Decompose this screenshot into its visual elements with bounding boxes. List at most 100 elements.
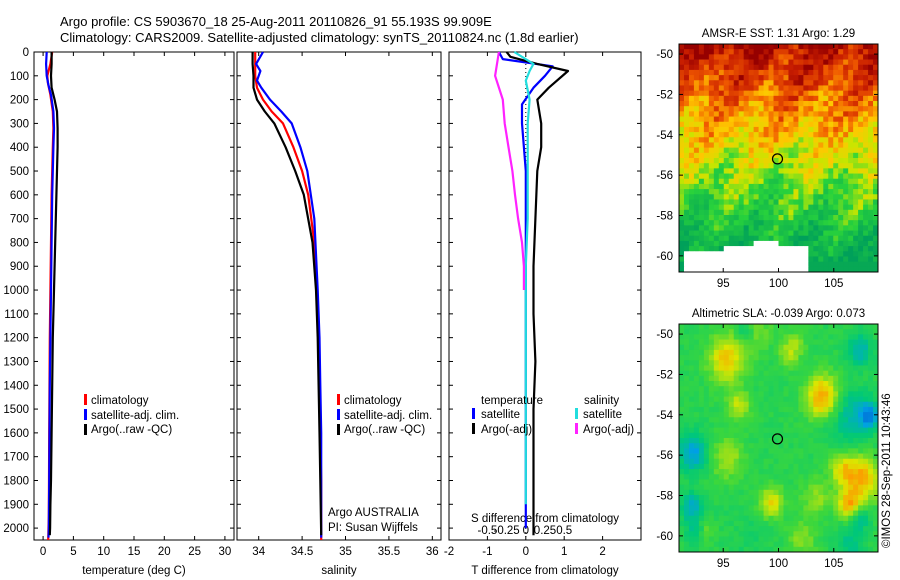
map-cell <box>868 230 874 237</box>
map-cell <box>858 246 864 252</box>
map-cell <box>868 370 874 377</box>
map-cell <box>688 458 695 465</box>
map-cell <box>718 479 725 486</box>
map-cell <box>793 225 799 231</box>
map-cell <box>763 49 769 55</box>
map-cell <box>733 427 740 434</box>
map-cell <box>703 365 710 372</box>
map-cell <box>703 526 710 532</box>
map-cell <box>853 152 859 159</box>
map-cell <box>818 163 824 169</box>
map-cell <box>803 349 809 356</box>
map-cell <box>828 132 834 138</box>
map-cell <box>788 199 794 206</box>
map-cell <box>713 121 720 128</box>
map-cell <box>683 505 690 511</box>
map-cell <box>713 495 720 501</box>
map-cell <box>758 158 764 164</box>
map-cell <box>728 448 735 454</box>
map-cell <box>703 168 710 174</box>
map-cell <box>833 44 839 50</box>
map-cell <box>688 246 695 252</box>
map-cell <box>698 235 705 242</box>
map-cell <box>743 256 750 263</box>
map-cell <box>798 484 804 491</box>
map-cell <box>778 536 784 543</box>
map-cell <box>688 510 695 517</box>
map-cell <box>818 448 824 454</box>
map-cell <box>713 484 720 491</box>
map-cell <box>873 199 879 206</box>
map-cell <box>823 391 829 397</box>
map-cell <box>763 173 769 180</box>
map-cell <box>748 489 755 496</box>
map-cell <box>833 266 839 273</box>
map-cell <box>708 266 715 273</box>
map-cell <box>748 391 755 397</box>
map-cell <box>858 204 864 211</box>
map-cell <box>763 520 769 527</box>
map-cell <box>873 546 879 553</box>
map-cell <box>688 541 695 548</box>
map-cell <box>838 246 844 252</box>
map-cell <box>873 220 879 226</box>
map-cell <box>858 69 864 76</box>
map-cell <box>848 163 854 169</box>
map-cell <box>843 194 849 200</box>
map-cell <box>758 396 764 403</box>
map-cell <box>683 334 690 340</box>
map-cell <box>823 349 829 356</box>
map-cell <box>783 520 789 527</box>
map-cell <box>758 536 764 543</box>
map-cell <box>848 479 854 486</box>
map-y-tick-label: -54 <box>656 130 673 142</box>
map-cell <box>679 80 685 86</box>
map-cell <box>763 370 769 377</box>
map-cell <box>723 69 730 76</box>
map-cell <box>679 391 685 397</box>
map-cell <box>873 168 879 174</box>
map-cell <box>708 520 715 527</box>
map-cell <box>788 427 794 434</box>
map-cell <box>873 101 879 107</box>
map-cell <box>679 401 685 408</box>
map-cell <box>803 194 809 200</box>
map-cell <box>763 116 769 123</box>
map-cell <box>748 453 755 460</box>
s-tick-label: -0.25 <box>493 525 519 537</box>
map-cell <box>778 95 784 102</box>
map-cell <box>813 412 819 418</box>
map-cell <box>798 142 804 149</box>
map-cell <box>768 406 774 413</box>
map-cell <box>853 495 859 501</box>
map-cell <box>813 510 819 517</box>
map-cell <box>873 329 879 335</box>
map-cell <box>723 111 730 117</box>
map-cell <box>868 520 874 527</box>
map-cell <box>808 489 814 496</box>
map-cell <box>718 401 725 408</box>
map-cell <box>838 334 844 340</box>
map-cell <box>708 448 715 454</box>
map-cell <box>683 427 690 434</box>
map-cell <box>778 163 784 169</box>
map-cell <box>713 235 720 242</box>
map-cell <box>758 438 764 444</box>
map-cell <box>758 381 764 387</box>
map-cell <box>818 495 824 501</box>
map-cell <box>758 251 764 257</box>
map-cell <box>793 365 799 372</box>
map-cell <box>703 116 710 123</box>
map-cell <box>698 412 705 418</box>
map-cell <box>748 215 755 221</box>
map-cell <box>778 194 784 200</box>
map-cell <box>798 199 804 206</box>
map-cell <box>778 106 784 112</box>
map-cell <box>838 489 844 496</box>
map-cell <box>793 194 799 200</box>
legend-swatch-argo <box>84 424 87 435</box>
map-cell <box>698 536 705 543</box>
map-cell <box>863 365 869 372</box>
map-cell <box>728 396 735 403</box>
map-cell <box>813 147 819 154</box>
